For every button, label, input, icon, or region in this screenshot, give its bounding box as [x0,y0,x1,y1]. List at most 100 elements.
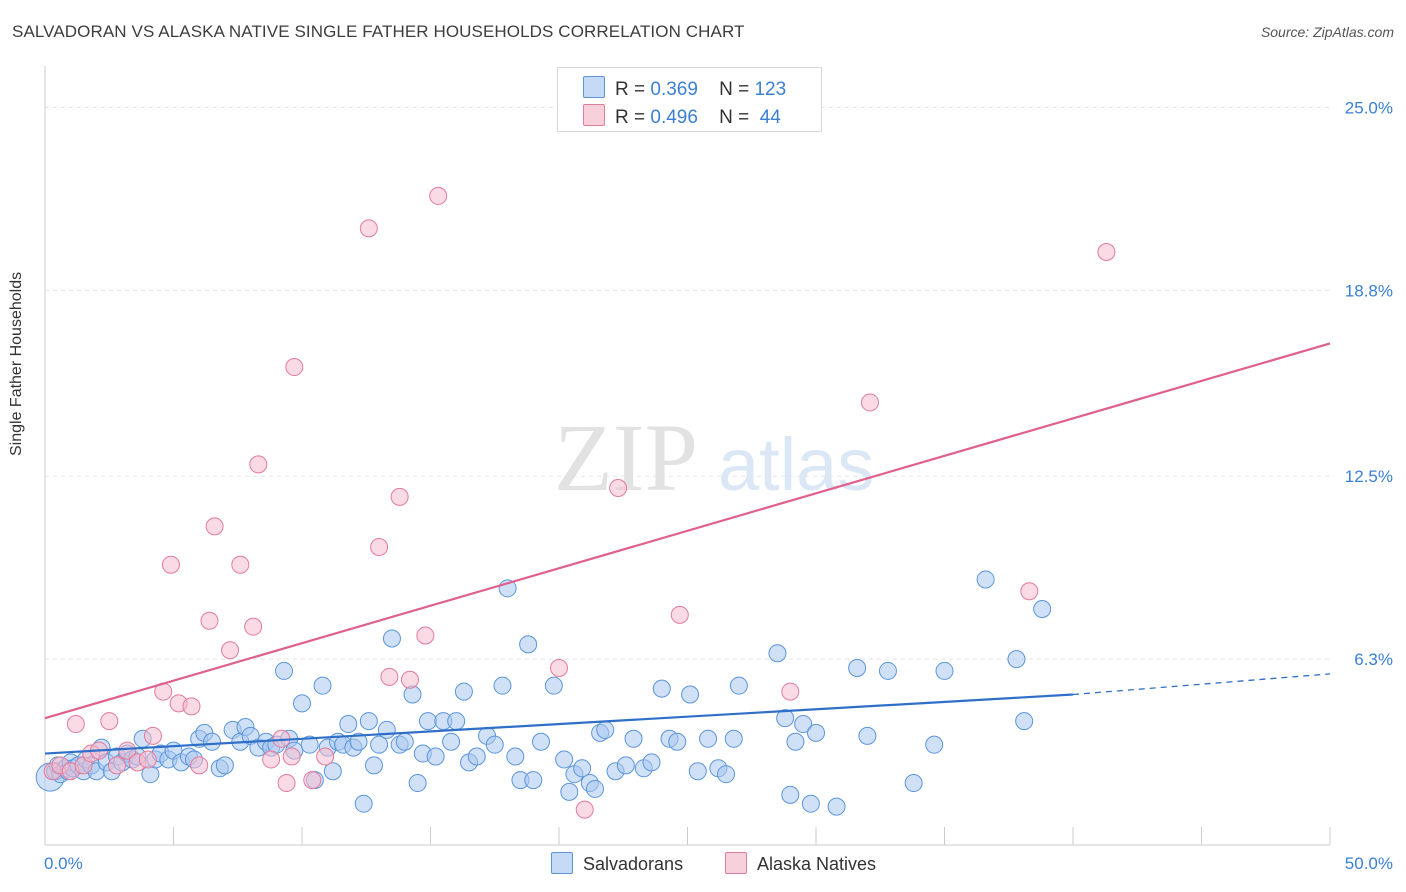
salvadorans-point [794,715,813,734]
salvadorans-point [573,759,592,778]
watermark: ZIP atlas [554,404,874,511]
alaska-natives-point [221,641,240,660]
alaska-natives-point [860,393,879,412]
y-axis-label: Single Father Households [8,271,25,456]
legend-n-value: 44 [759,107,781,128]
salvadorans-trend-line [44,693,1074,755]
salvadorans-point [807,723,825,742]
salvadorans-point [717,765,736,784]
alaska-natives-point [249,455,268,474]
alaska-natives-point [262,750,281,769]
salvadorans-point [596,720,615,739]
legend-label-alaska-natives: Alaska Natives [757,854,877,874]
salvadorans-point [323,762,342,781]
x-tick-label: 0.0% [44,854,83,873]
alaska-natives-point [609,479,628,498]
salvadorans-point [532,732,551,751]
alaska-natives-point [550,658,568,677]
trend-lines [44,342,1331,755]
legend-swatch-blue [551,852,573,874]
salvadorans-point [359,712,378,731]
alaska-natives-point [1097,242,1116,261]
salvadorans-point [382,629,401,648]
salvadorans-point [442,732,461,751]
chart-title: SALVADORAN VS ALASKA NATIVE SINGLE FATHE… [12,22,745,41]
alaska-natives-point [107,756,126,775]
alaska-natives-point [400,670,419,689]
y-tick-label: 12.5% [1345,467,1393,486]
watermark-atlas: atlas [718,423,874,506]
salvadorans-point [729,676,748,695]
alaska-natives-point [231,555,250,574]
alaska-natives-trend-line [44,342,1331,720]
salvadorans-point [858,726,877,745]
legend-r-label: R = [615,79,646,100]
legend-r-value: 0.369 [650,79,698,100]
y-tick-label: 18.8% [1345,281,1393,300]
legend-label-salvadorans: Salvadorans [583,854,684,874]
salvadorans-point [454,682,473,701]
salvadorans-point [364,756,383,775]
salvadorans-point [776,709,795,728]
salvadorans-point [313,676,332,695]
alaska-natives-point [359,219,378,238]
legend-r-label: R = [615,107,646,128]
legend-r-value: 0.496 [650,107,698,128]
salvadorans-point [377,720,396,739]
salvadorans-point [624,729,643,748]
axes [44,66,1331,846]
legend-n-value: 123 [754,79,787,100]
salvadorans-point [1015,712,1034,731]
salvadorans-point [848,658,867,677]
legend-swatch-pink [583,104,605,126]
salvadorans-point [724,729,743,748]
alaska-natives-point [138,750,157,769]
legend-swatch-blue [583,76,605,98]
salvadorans-point [339,715,358,734]
salvadorans-points [35,570,1052,816]
alaska-natives-point [244,617,263,636]
salvadorans-point [768,644,787,663]
source-note: Source: ZipAtlas.com [1260,24,1394,40]
salvadorans-point [642,753,661,772]
salvadorans-point [925,735,944,754]
salvadorans-point [544,676,563,695]
x-tick-label: 50.0% [1345,854,1393,873]
salvadorans-point [1033,599,1052,618]
alaska-natives-point [143,726,162,745]
salvadorans-point [493,676,512,695]
watermark-zip: ZIP [554,404,698,511]
salvadorans-point [403,685,422,704]
salvadorans-point [354,794,373,813]
salvadorans-point [418,712,437,731]
salvadorans-point [668,732,687,751]
legend-n-label: N = [719,107,750,128]
salvadorans-point [935,661,954,680]
legend-row-salvadorans: R = 0.369 N = 123 [583,76,787,100]
salvadorans-point [976,570,995,589]
salvadorans-point [506,747,525,766]
alaska-natives-point [303,771,322,790]
alaska-natives-point [370,538,389,557]
alaska-natives-point [1020,582,1039,601]
salvadorans-point [904,774,923,793]
salvadorans-point [370,735,389,754]
salvadorans-point [827,797,846,816]
salvadorans-point [781,785,800,804]
stats-legend: R = 0.369 N = 123 R = 0.496 N = 44 [557,67,822,132]
alaska-natives-point [316,747,335,766]
salvadorans-point [293,694,311,713]
salvadorans-point [560,782,579,801]
alaska-natives-point [781,682,800,701]
alaska-natives-point [277,774,296,793]
salvadorans-point [786,732,805,751]
salvadorans-point [349,732,368,751]
salvadorans-point [699,729,718,748]
y-tick-label: 6.3% [1354,650,1393,669]
alaska-natives-points [43,186,1116,819]
salvadorans-point [300,735,319,754]
alaska-natives-point [670,605,689,624]
alaska-natives-point [182,697,201,716]
salvadorans-point [616,756,635,775]
